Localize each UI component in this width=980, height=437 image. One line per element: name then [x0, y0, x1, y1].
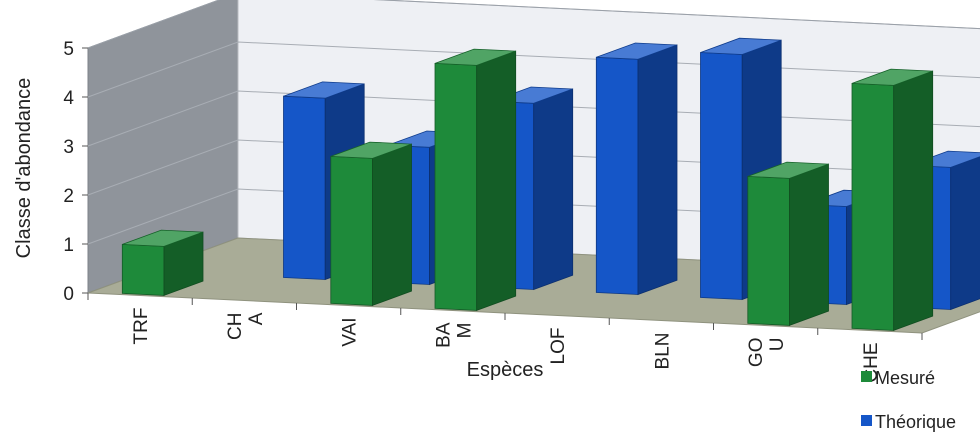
- y-tick-label: 0: [63, 284, 74, 305]
- x-category-label: M: [454, 323, 475, 339]
- y-tick-label: 2: [63, 186, 74, 207]
- gridline: [87, 41, 980, 98]
- bar: [434, 48, 517, 311]
- gridline: [87, 90, 980, 147]
- x-category-label: CH: [225, 313, 246, 340]
- gridline: [87, 0, 980, 49]
- x-category-label: VAI: [340, 318, 361, 347]
- x-category-label: LOF: [548, 328, 569, 365]
- x-category-label: A: [246, 312, 267, 325]
- y-axis-title: Classe d'abondance: [13, 78, 35, 259]
- y-tick-label: 4: [63, 88, 74, 109]
- y-axis-ticks: 0 1 2 3 4 5: [63, 39, 88, 305]
- x-category-label: U: [767, 338, 788, 352]
- legend-label: Mesuré: [875, 368, 935, 388]
- legend-swatch: [861, 371, 872, 382]
- bar: [747, 161, 829, 326]
- x-category-label: GO: [746, 338, 767, 368]
- legend: Mesuré Théorique: [861, 368, 956, 432]
- x-category-label: BLN: [652, 333, 673, 370]
- bar: [595, 42, 678, 296]
- legend-swatch: [861, 415, 872, 426]
- gridlines: [87, 0, 980, 245]
- x-category-label: TRF: [131, 308, 152, 345]
- y-tick-label: 1: [63, 235, 74, 256]
- bars: [121, 37, 980, 331]
- y-tick-label: 3: [63, 137, 74, 158]
- bar: [121, 229, 204, 296]
- y-tick-label: 5: [63, 39, 74, 60]
- bar: [851, 68, 934, 331]
- legend-label: Théorique: [875, 412, 956, 432]
- x-axis-categories: TRF CH A VAI BA M LOF BLN GO U CHE: [87, 293, 923, 383]
- x-category-label: BA: [433, 322, 454, 348]
- bar: [330, 141, 412, 306]
- x-axis-title: Espèces: [467, 359, 544, 381]
